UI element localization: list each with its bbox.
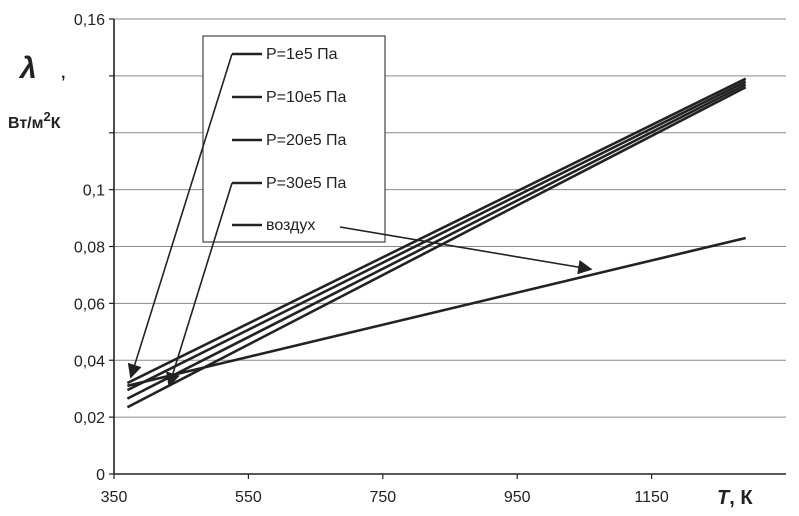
series-line-2 xyxy=(126,83,747,400)
y-tick-labels: 0 0,02 0,04 0,06 0,08 0,1 0,16 xyxy=(74,12,114,484)
x-tick-labels: 350 550 750 950 1150 xyxy=(101,474,669,506)
y-tick-label: 0,16 xyxy=(74,12,105,29)
y-axis-unit-main: Вт/м xyxy=(8,115,43,132)
series-line-5 xyxy=(127,236,747,388)
legend-label: P=30e5 Па xyxy=(266,175,347,192)
annotation-arrow xyxy=(166,182,233,388)
y-tick-label: 0,06 xyxy=(74,296,105,313)
x-axis-label: T, К xyxy=(717,487,753,509)
series-line-3 xyxy=(126,80,747,392)
y-tick-label: 0,02 xyxy=(74,410,105,427)
legend: P=1e5 Па P=10e5 Па P=20e5 Па P=30e5 Па возду… xyxy=(232,46,347,234)
x-axis-symbol: T xyxy=(717,487,731,509)
y-axis-unit-tail: К xyxy=(51,115,61,132)
series-line-4 xyxy=(126,77,747,385)
y-tick-label: 0,1 xyxy=(83,183,105,200)
x-tick-label: 950 xyxy=(504,489,531,506)
legend-label: воздух xyxy=(266,217,315,234)
x-tick-label: 1150 xyxy=(634,489,669,506)
x-tick-label: 550 xyxy=(235,489,262,506)
x-axis-unit: , К xyxy=(729,487,753,509)
y-axis-unit: Вт/м2К xyxy=(8,109,61,132)
annotation-arrows xyxy=(127,53,593,388)
annotation-arrow xyxy=(127,53,233,379)
y-tick-label: 0 xyxy=(96,467,105,484)
y-tick-label: 0,04 xyxy=(74,353,105,370)
series-lines xyxy=(126,77,747,409)
y-tick-label: 0,08 xyxy=(74,240,105,257)
annotation-arrow xyxy=(339,226,593,275)
y-axis-comma: , xyxy=(61,65,65,82)
y-axis-unit-sup: 2 xyxy=(43,109,50,124)
x-tick-label: 350 xyxy=(101,489,128,506)
legend-label: P=20e5 Па xyxy=(266,132,347,149)
x-tick-label: 750 xyxy=(369,489,396,506)
legend-label: P=10e5 Па xyxy=(266,89,347,106)
y-axis-symbol: λ xyxy=(18,52,37,85)
series-line-1 xyxy=(126,86,747,409)
legend-label: P=1e5 Па xyxy=(266,46,338,63)
